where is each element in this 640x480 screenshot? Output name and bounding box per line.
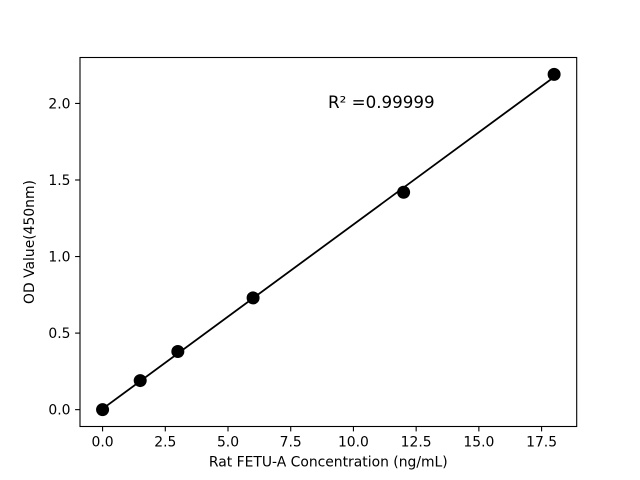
x-tick-label: 2.5 — [154, 435, 176, 451]
series-layer — [96, 67, 561, 417]
y-tick-label: 0.5 — [48, 326, 70, 342]
data-point — [397, 185, 411, 199]
r-squared-annotation: R² =0.99999 — [328, 92, 435, 112]
y-axis-ticks: 0.0 0.5 1.0 1.5 2.0 — [48, 96, 80, 419]
y-tick-label: 0.0 — [48, 403, 70, 419]
x-tick-label: 15.0 — [463, 435, 494, 451]
x-axis-title: Rat FETU-A Concentration (ng/mL) — [209, 455, 448, 471]
x-tick-label: 10.0 — [338, 435, 369, 451]
data-point — [246, 291, 260, 305]
y-tick-label: 1.5 — [48, 173, 70, 189]
data-point — [133, 374, 147, 388]
y-axis-title: OD Value(450nm) — [22, 180, 38, 304]
x-tick-label: 5.0 — [217, 435, 239, 451]
y-tick-label: 1.0 — [48, 250, 70, 266]
x-tick-label: 17.5 — [526, 435, 557, 451]
x-tick-label: 7.5 — [280, 435, 302, 451]
data-point — [96, 403, 110, 417]
x-tick-label: 0.0 — [92, 435, 114, 451]
y-tick-label: 2.0 — [48, 96, 70, 112]
data-point — [171, 344, 185, 358]
x-tick-label: 12.5 — [401, 435, 432, 451]
x-axis-ticks: 0.0 2.5 5.0 7.5 10.0 12.5 15.0 17.5 — [92, 426, 557, 451]
fit-line — [101, 76, 556, 410]
data-point — [547, 67, 561, 81]
plot-frame — [79, 56, 578, 428]
